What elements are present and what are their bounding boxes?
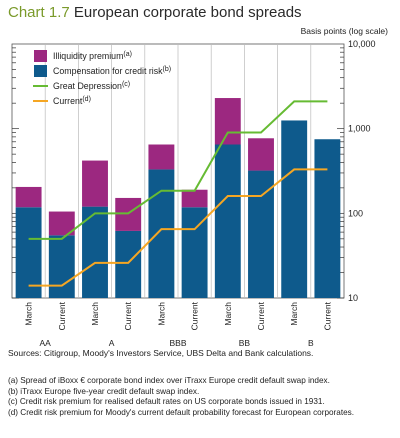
legend-swatch bbox=[34, 50, 47, 62]
x-group-label: A bbox=[109, 338, 115, 348]
x-group-label: B bbox=[308, 338, 314, 348]
bar-chart: 10 100 1,000 10,000 March Current March Current… bbox=[11, 39, 376, 348]
x-tick-label: March bbox=[90, 302, 100, 326]
bar-credit-risk bbox=[281, 120, 308, 299]
x-tick-label: Current bbox=[123, 301, 133, 330]
line-current bbox=[28, 168, 328, 287]
bar-credit-risk bbox=[314, 139, 341, 298]
bar-credit-risk bbox=[181, 207, 208, 298]
x-tick-label: Current bbox=[256, 301, 266, 330]
bar-illiquidity bbox=[15, 186, 42, 208]
legend-label: Compensation for credit risk(b) bbox=[53, 66, 171, 76]
sources-text: Sources: Citigroup, Moody's Investors Se… bbox=[8, 348, 314, 358]
bar-illiquidity bbox=[148, 144, 175, 170]
bar-illiquidity bbox=[214, 98, 241, 145]
bar-credit-risk bbox=[214, 144, 241, 298]
bar-illiquidity bbox=[48, 211, 75, 236]
bar-illiquidity bbox=[181, 189, 208, 208]
x-tick-label: March bbox=[223, 302, 233, 326]
footnote-d: (d) Credit risk premium for Moody's curr… bbox=[8, 407, 355, 417]
legend-label: Great Depression(c) bbox=[53, 81, 130, 91]
bar-illiquidity bbox=[115, 197, 142, 231]
x-group-label: AA bbox=[40, 338, 52, 348]
x-tick-label: March bbox=[289, 302, 299, 326]
chart-number: Chart 1.7 bbox=[8, 4, 70, 21]
x-tick-label: Current bbox=[57, 301, 67, 330]
x-tick-label: Current bbox=[322, 301, 332, 330]
y-tick-label: 100 bbox=[348, 208, 363, 218]
line-great-depression bbox=[28, 100, 328, 240]
legend-label: Illiquidity premium(a) bbox=[53, 51, 132, 61]
bar-illiquidity bbox=[82, 160, 108, 207]
x-group-label: BBB bbox=[169, 338, 186, 348]
bar-credit-risk bbox=[48, 235, 75, 298]
y-tick-label: 10 bbox=[348, 293, 358, 303]
bar-credit-risk bbox=[82, 206, 108, 298]
bar-credit-risk bbox=[248, 170, 274, 298]
chart-title: Chart 1.7 European corporate bond spread… bbox=[8, 4, 302, 21]
x-tick-label: March bbox=[24, 302, 34, 326]
y-tick-label: 1,000 bbox=[348, 124, 371, 134]
legend-swatch bbox=[34, 65, 47, 77]
bar-credit-risk bbox=[15, 207, 42, 298]
x-tick-label: March bbox=[156, 302, 166, 326]
chart-title-text: European corporate bond spreads bbox=[73, 4, 302, 21]
bar-credit-risk bbox=[115, 230, 142, 298]
x-tick-label: Current bbox=[190, 301, 200, 330]
y-axis-unit-label: Basis points (log scale) bbox=[300, 26, 388, 36]
x-group-label: BB bbox=[239, 338, 251, 348]
footnote-c: (c) Credit risk premium for realised def… bbox=[8, 397, 325, 406]
footnotes: (a) Spread of iBoxx € corporate bond ind… bbox=[8, 376, 354, 418]
bar-credit-risk bbox=[148, 169, 175, 298]
legend-label: Current(d) bbox=[53, 96, 91, 106]
bar-illiquidity bbox=[248, 138, 274, 171]
footnote-a: (a) Spread of iBoxx € corporate bond ind… bbox=[8, 376, 330, 385]
footnote-b: (b) iTraxx Europe five-year credit defau… bbox=[8, 386, 200, 396]
y-tick-label: 10,000 bbox=[348, 39, 376, 49]
